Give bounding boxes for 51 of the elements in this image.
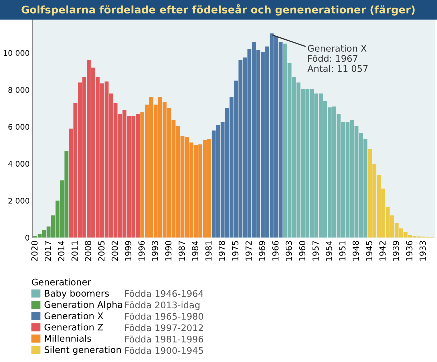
- x-tick-label: 1951: [339, 241, 346, 261]
- legend-label: Generation Alpha: [44, 301, 122, 310]
- x-tick-label: 1939: [392, 241, 400, 261]
- x-tick-label: 1966: [272, 241, 279, 261]
- text: Födda 1997-2012: [125, 324, 204, 332]
- text: Födda 1946-1964: [125, 290, 204, 298]
- legend-label: Generation Z: [44, 324, 104, 331]
- bar: [368, 149, 372, 238]
- legend-title: Generationer: [32, 278, 92, 286]
- legend-label: Silent generation: [44, 346, 122, 356]
- annotation: Generation X Född: 1967 Antal: 11 057: [308, 45, 368, 72]
- x-tick-label: 1948: [352, 241, 360, 261]
- x-tick-label: 1993: [152, 241, 158, 261]
- x-tick-label: 1942: [380, 241, 386, 261]
- x-tick-label: 1984: [192, 241, 199, 261]
- legend-label: Generation X: [44, 312, 104, 320]
- x-tick-label: 1954: [326, 241, 332, 261]
- x-tick-label: 1987: [178, 241, 186, 261]
- legend-label: Millennials: [45, 335, 92, 342]
- x-tick-label: 1996: [138, 241, 145, 261]
- text: Födda 2013-idag: [125, 302, 200, 310]
- text: Födda 1965-1980: [125, 313, 204, 320]
- text: Födda 1981-1996: [125, 336, 204, 343]
- text: Födda 1900-1945: [125, 347, 204, 354]
- legend-label: Baby boomers: [45, 290, 110, 299]
- x-tick-label: 1972: [246, 241, 252, 261]
- x-tick-label: 2017: [44, 241, 52, 262]
- x-tick-label: 1990: [165, 241, 172, 261]
- x-tick-label: 2005: [98, 241, 105, 262]
- x-tick-label: 2014: [58, 241, 65, 262]
- bar: [404, 232, 408, 238]
- x-tick-label: 1963: [286, 241, 292, 261]
- x-tick-label: 1933: [420, 241, 426, 261]
- x-tick-label: 1957: [312, 241, 319, 261]
- chart-title: Golfspelarna fördelade efter födelseår och genenerationer (färger): [22, 4, 415, 16]
- x-tick-label: 1960: [299, 241, 306, 261]
- x-tick-label: 1999: [125, 241, 132, 261]
- bar: [238, 60, 243, 238]
- x-tick-label: 1969: [259, 241, 266, 261]
- x-tick-label: 2011: [72, 241, 78, 262]
- x-tick-label: 2008: [85, 241, 92, 262]
- bar: [346, 122, 350, 238]
- bar: [64, 151, 69, 238]
- x-tick-label: 1945: [366, 241, 373, 261]
- bar: [122, 110, 127, 238]
- x-tick-label: 1975: [232, 241, 239, 261]
- x-tick-label: 1981: [206, 241, 212, 261]
- x-tick-label: 2020: [32, 241, 38, 262]
- x-tick-label: 2002: [112, 241, 118, 262]
- x-tick-label: 1978: [218, 241, 226, 261]
- x-tick-label: 1936: [406, 241, 413, 261]
